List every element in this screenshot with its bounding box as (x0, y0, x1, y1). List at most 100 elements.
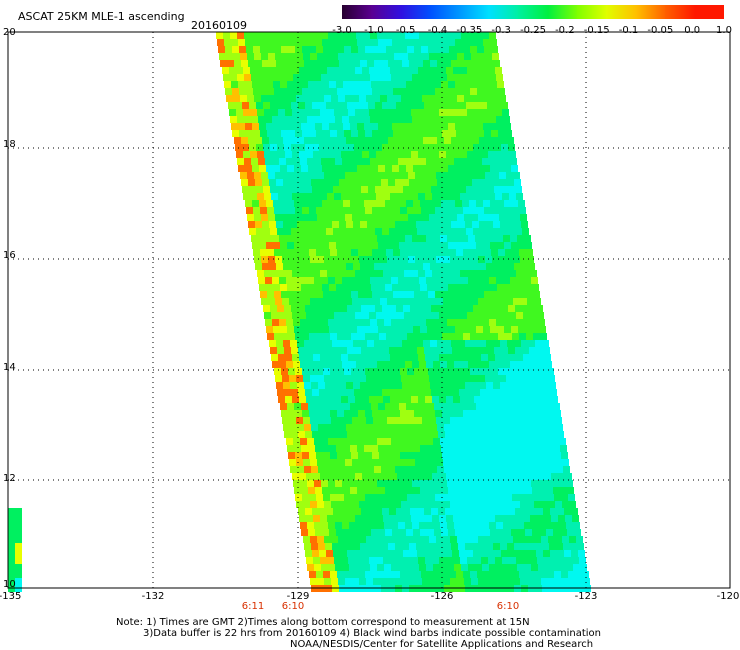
swath-cell (241, 60, 248, 67)
swath-cell (435, 494, 442, 501)
swath-cell (282, 172, 289, 179)
swath-cell (290, 424, 297, 431)
swath-cell (335, 32, 342, 39)
swath-cell (300, 158, 307, 165)
swath-cell (441, 165, 448, 172)
swath-cell (441, 445, 448, 452)
swath-cell (501, 431, 508, 438)
swath-cell (236, 67, 243, 74)
swath-cell (440, 277, 447, 284)
swath-cell (321, 319, 328, 326)
swath-cell (396, 305, 403, 312)
swath-cell (304, 340, 311, 347)
swath-cell (282, 256, 289, 263)
swath-cell (512, 368, 519, 375)
swath-cell (295, 291, 302, 298)
swath-cell (436, 417, 443, 424)
swath-cell (335, 158, 342, 165)
swath-cell (447, 564, 454, 571)
swath-cell (325, 221, 332, 228)
swath-cell (360, 424, 367, 431)
swath-cell (555, 578, 562, 585)
swath-cell (361, 305, 368, 312)
swath-cell (496, 480, 503, 487)
swath-cell (314, 74, 321, 81)
swath-cell (338, 375, 345, 382)
swath-cell (406, 165, 413, 172)
swath-cell (353, 221, 360, 228)
swath-cell (335, 564, 342, 571)
swath-cell (386, 249, 393, 256)
swath-cell (301, 39, 308, 46)
swath-cell (457, 501, 464, 508)
swath-cell (366, 536, 373, 543)
swath-cell (311, 263, 318, 270)
swath-cell (271, 354, 278, 361)
swath-cell (334, 557, 341, 564)
swath-cell (314, 480, 321, 487)
swath-cell (489, 32, 496, 39)
swath-cell (362, 396, 369, 403)
swath-cell (252, 39, 259, 46)
swath-cell (301, 123, 308, 130)
swath-cell (288, 249, 295, 256)
swath-cell (422, 95, 429, 102)
swath-cell (513, 417, 520, 424)
swath-cell (479, 221, 486, 228)
swath-cell (535, 466, 542, 473)
swath-cell (283, 424, 290, 431)
swath-cell (471, 459, 478, 466)
swath-cell (368, 144, 375, 151)
swath-cell (472, 466, 479, 473)
swath-cell (261, 256, 268, 263)
swath-cell (434, 487, 441, 494)
swath-cell (483, 200, 490, 207)
swath-cell (478, 95, 485, 102)
swath-cell (368, 550, 375, 557)
swath-cell (460, 109, 467, 116)
swath-cell (440, 564, 447, 571)
swath-cell (311, 424, 318, 431)
swath-cell (339, 221, 346, 228)
swath-cell (502, 312, 509, 319)
swath-cell (452, 305, 459, 312)
swath-cell (372, 130, 379, 137)
swath-cell (424, 347, 431, 354)
swath-cell (306, 193, 313, 200)
swath-cell (441, 123, 448, 130)
swath-cell (557, 508, 564, 515)
swath-cell (403, 431, 410, 438)
swath-cell (352, 417, 359, 424)
swath-cell (346, 60, 353, 67)
swath-cell (421, 333, 428, 340)
swath-cell (365, 494, 372, 501)
swath-cell (350, 445, 357, 452)
swath-cell (236, 151, 243, 158)
swath-cell (274, 333, 281, 340)
swath-cell (405, 480, 412, 487)
swath-cell (575, 571, 582, 578)
swath-cell (577, 543, 584, 550)
swath-cell (320, 270, 327, 277)
swath-cell (488, 193, 495, 200)
swath-cell (520, 578, 527, 585)
swath-cell (413, 200, 420, 207)
swath-cell (418, 312, 425, 319)
swath-cell (336, 529, 343, 536)
swath-cell (399, 200, 406, 207)
swath-cell (272, 277, 279, 284)
swath-cell (507, 137, 514, 144)
swath-cell (472, 263, 479, 270)
swath-cell (475, 235, 482, 242)
swath-cell (432, 67, 439, 74)
swath-cell (294, 445, 301, 452)
swath-cell (522, 347, 529, 354)
swath-cell (345, 501, 352, 508)
swath-cell (466, 102, 473, 109)
swath-cell (300, 361, 307, 368)
swath-cell (406, 242, 413, 249)
swath-cell (398, 32, 405, 39)
swath-cell (349, 480, 356, 487)
swath-cell (358, 571, 365, 578)
swath-cell (429, 501, 436, 508)
